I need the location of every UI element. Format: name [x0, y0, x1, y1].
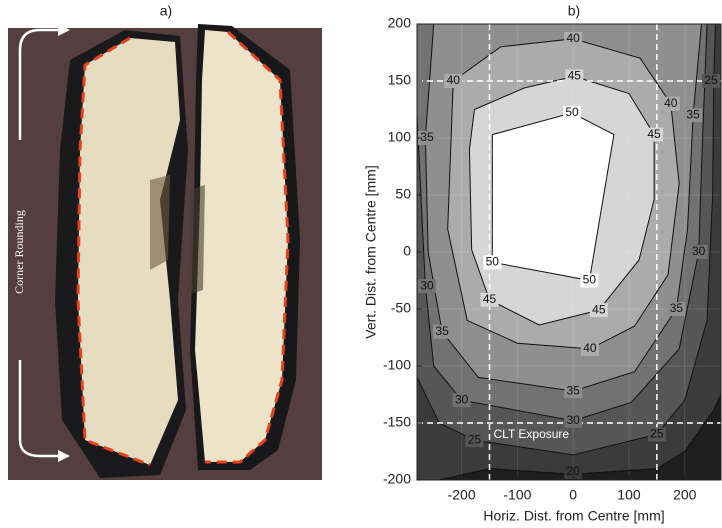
contour-line [417, 24, 708, 422]
y-tick-label: 100 [388, 129, 412, 145]
photo-annotation: Corner Rounding [12, 210, 26, 294]
contour-label: 30 [420, 278, 434, 292]
x-tick-label: 0 [569, 487, 577, 503]
contour-label: 25 [650, 427, 664, 441]
y-tick-label: -200 [383, 471, 411, 487]
contour-label-bg [483, 255, 502, 270]
y-axis-label: Vert. Dist. from Centre [mm] [363, 165, 379, 338]
x-tick-label: -100 [503, 487, 531, 503]
contour-label-bg [480, 292, 499, 307]
contour-label: 35 [420, 130, 434, 144]
contour-line [417, 24, 716, 456]
y-tick-label: -50 [391, 300, 411, 316]
y-tick-label: -150 [383, 414, 411, 430]
contour-label: 25 [704, 73, 718, 87]
contour-label: 45 [483, 292, 497, 306]
contour-label-bg [444, 74, 463, 88]
contour-label-bg [565, 69, 584, 84]
contour-label-bg [418, 279, 436, 294]
contour-label: 30 [455, 392, 469, 406]
contour-label: 35 [567, 383, 581, 397]
x-tick-label: 100 [617, 487, 641, 503]
contour-label-bg [564, 413, 583, 428]
contour-label: 30 [692, 244, 706, 258]
contour-label: 40 [664, 96, 678, 110]
contour-label: 50 [583, 273, 597, 287]
contour-label-bg [418, 131, 436, 145]
contour-label-bg [563, 105, 582, 120]
contour-label: 35 [670, 301, 684, 315]
contour-label: 35 [435, 324, 449, 338]
y-tick-label: -100 [383, 357, 411, 373]
chart-title: b) [568, 3, 580, 19]
contour-label: 30 [567, 413, 581, 427]
contour-label-bg [661, 96, 680, 111]
photo [8, 24, 322, 480]
contour-label: 20 [567, 464, 581, 478]
contour-label: 45 [592, 302, 606, 316]
annotation: CLT Exposure [494, 427, 570, 441]
contour-label: 40 [447, 73, 461, 87]
contour-label: 45 [647, 127, 661, 141]
contour-label-bg [702, 74, 720, 88]
x-axis-label: Horiz. Dist. from Centre [mm] [483, 508, 664, 524]
overlay: -200 -100 0 100 200 -200 -150 -100 -50 0 50 100 150 2… [383, 15, 722, 503]
y-tick-label: 200 [388, 15, 412, 31]
contour-label: 50 [565, 105, 579, 119]
contour-label: 25 [468, 432, 482, 446]
contour-label: 40 [567, 31, 581, 45]
contour-label-bg [452, 393, 471, 408]
x-tick-label: 200 [673, 487, 697, 503]
contour-label-bg [465, 433, 484, 448]
contour-label: 40 [583, 341, 597, 355]
contour-fill [492, 112, 614, 281]
contour-label-bg [564, 31, 583, 46]
contour-label-bg [647, 427, 666, 442]
panel-title: a) [160, 3, 172, 19]
contour-label-bg [580, 341, 599, 356]
contour-label-bg [667, 302, 686, 316]
contour-label: 35 [686, 107, 700, 121]
y-tick-label: 150 [388, 72, 412, 88]
contour-label-bg [589, 303, 608, 318]
contour-label: 50 [486, 254, 500, 268]
contour-label-bg [433, 324, 452, 339]
plot-area: CLT Exposure 20 25 25 25 30 30 30 30 35 35 35 35 35 40… [417, 24, 721, 480]
contour-label: 45 [568, 69, 582, 83]
x-tick-label: -200 [448, 487, 476, 503]
y-tick-label: 0 [403, 243, 411, 259]
y-tick-label: 50 [395, 186, 411, 202]
contour-label-bg [645, 127, 664, 142]
contour-label-bg [564, 465, 583, 479]
contour-label-bg [564, 384, 583, 399]
contour-label-bg [684, 108, 703, 123]
contour-label-bg [580, 273, 599, 288]
contour-label-bg [689, 245, 708, 259]
